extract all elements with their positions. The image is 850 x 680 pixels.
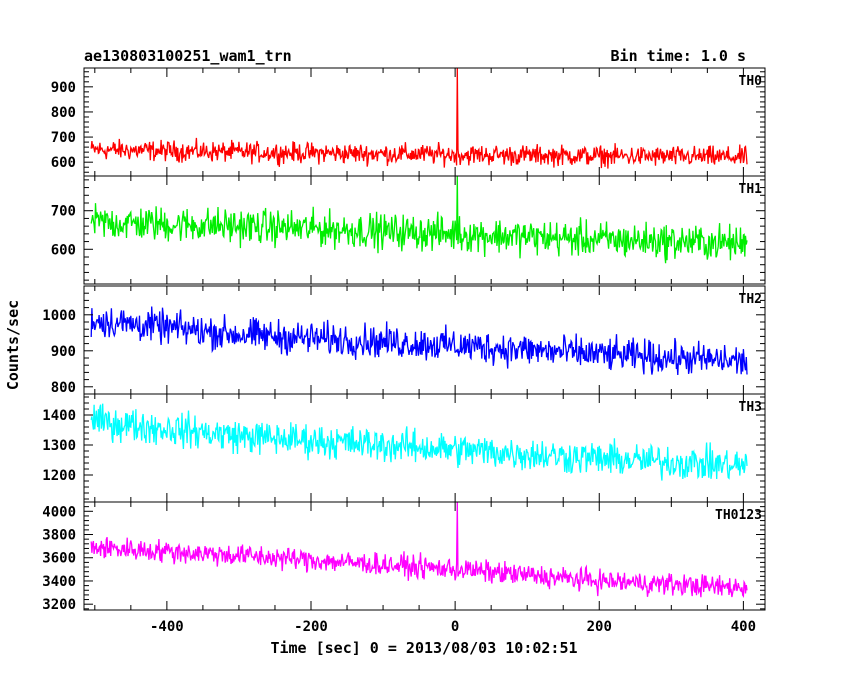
x-tick-label: 200 [587, 619, 612, 635]
x-tick-label: 400 [731, 619, 756, 635]
panel-th0123: 3200 3400 3600 3800 4000 TH0123 [42, 501, 766, 613]
panel-th1: 600 700 TH1 [51, 175, 766, 285]
series-line-th3 [90, 403, 748, 481]
y-axis-title: Counts/sec [4, 300, 22, 390]
y-tick-label: 3800 [42, 528, 76, 544]
y-tick-label: 3400 [42, 574, 76, 590]
y-tick-label: 1000 [42, 308, 76, 324]
x-tick-label: -200 [294, 619, 328, 635]
y-tick-label: 4000 [42, 504, 76, 520]
x-axis-title: Time [sec] 0 = 2013/08/03 10:02:51 [270, 639, 577, 657]
panel-stack: 600 700 800 900 TH0 600 700 TH1 800 900 1000 TH2 120… [42, 67, 766, 613]
y-tick-label: 1200 [42, 468, 76, 484]
bin-time-label: Bin time: 1.0 s [611, 47, 746, 65]
series-line-th2 [90, 306, 748, 376]
series-line-th0 [90, 68, 748, 169]
y-tick-label: 900 [51, 80, 76, 96]
panel-th2: 800 900 1000 TH2 [42, 285, 766, 396]
series-line-th0123 [90, 502, 748, 599]
chart-title: ae130803100251_wam1_trn [84, 47, 292, 65]
y-tick-label: 800 [51, 105, 76, 121]
y-tick-label: 900 [51, 344, 76, 360]
panel-label: TH3 [739, 400, 762, 415]
panel-label: TH0 [739, 74, 763, 89]
panel-th0: 600 700 800 900 TH0 [51, 67, 766, 177]
panel-frame [83, 501, 766, 611]
x-tick-label: 0 [451, 619, 459, 635]
y-tick-label: 600 [51, 155, 76, 171]
y-tick-label: 700 [51, 204, 76, 220]
y-tick-label: 700 [51, 130, 76, 146]
y-tick-label: 1300 [42, 438, 76, 454]
panel-th3: 1200 1300 1400 TH3 [42, 393, 766, 503]
panel-label: TH1 [739, 182, 763, 197]
series-line-th1 [90, 176, 748, 264]
panel-label: TH0123 [715, 508, 762, 523]
y-tick-label: 3600 [42, 551, 76, 567]
x-tick-label: -400 [150, 619, 184, 635]
y-tick-label: 3200 [42, 597, 76, 613]
panel-frame [83, 175, 766, 285]
y-tick-label: 800 [51, 380, 76, 396]
y-tick-label: 600 [51, 242, 76, 258]
x-axis: -400 -200 0 200 400 [150, 619, 756, 635]
panel-label: TH2 [739, 292, 762, 307]
y-tick-label: 1400 [42, 408, 76, 424]
